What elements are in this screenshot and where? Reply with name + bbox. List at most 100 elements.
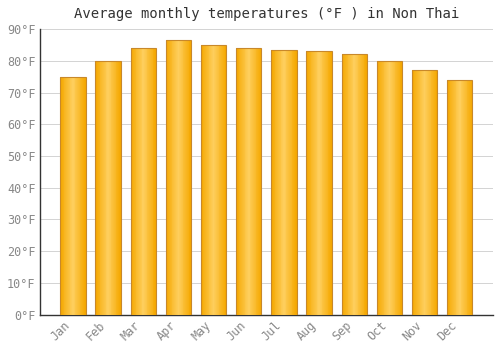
Bar: [166, 40, 168, 315]
Bar: [286, 50, 288, 315]
Bar: [319, 51, 320, 315]
Bar: [104, 61, 106, 315]
Bar: [133, 48, 134, 315]
Bar: [279, 50, 280, 315]
Bar: [179, 40, 180, 315]
Bar: [96, 61, 120, 315]
Bar: [60, 77, 86, 315]
Bar: [412, 70, 438, 315]
Bar: [142, 48, 143, 315]
Bar: [315, 51, 316, 315]
Bar: [414, 70, 416, 315]
Bar: [448, 80, 449, 315]
Bar: [181, 40, 182, 315]
Bar: [68, 77, 70, 315]
Bar: [331, 51, 332, 315]
Bar: [108, 61, 109, 315]
Bar: [115, 61, 116, 315]
Bar: [432, 70, 433, 315]
Bar: [103, 61, 104, 315]
Bar: [64, 77, 66, 315]
Bar: [289, 50, 290, 315]
Bar: [79, 77, 80, 315]
Bar: [426, 70, 427, 315]
Bar: [82, 77, 83, 315]
Bar: [169, 40, 170, 315]
Bar: [452, 80, 453, 315]
Bar: [349, 55, 350, 315]
Bar: [166, 40, 191, 315]
Bar: [80, 77, 82, 315]
Bar: [468, 80, 469, 315]
Bar: [154, 48, 155, 315]
Bar: [449, 80, 450, 315]
Bar: [393, 61, 394, 315]
Bar: [377, 61, 378, 315]
Bar: [246, 48, 247, 315]
Bar: [308, 51, 309, 315]
Bar: [378, 61, 380, 315]
Bar: [210, 45, 211, 315]
Bar: [348, 55, 349, 315]
Bar: [74, 77, 76, 315]
Bar: [172, 40, 174, 315]
Bar: [146, 48, 148, 315]
Bar: [418, 70, 420, 315]
Bar: [458, 80, 459, 315]
Bar: [70, 77, 71, 315]
Bar: [201, 45, 226, 315]
Bar: [462, 80, 463, 315]
Bar: [148, 48, 149, 315]
Bar: [260, 48, 262, 315]
Bar: [416, 70, 417, 315]
Bar: [99, 61, 100, 315]
Bar: [171, 40, 172, 315]
Bar: [459, 80, 460, 315]
Bar: [321, 51, 322, 315]
Bar: [424, 70, 426, 315]
Bar: [202, 45, 203, 315]
Bar: [428, 70, 429, 315]
Bar: [377, 61, 402, 315]
Bar: [283, 50, 284, 315]
Bar: [329, 51, 330, 315]
Bar: [280, 50, 281, 315]
Bar: [188, 40, 190, 315]
Bar: [211, 45, 212, 315]
Bar: [434, 70, 436, 315]
Bar: [236, 48, 237, 315]
Bar: [351, 55, 352, 315]
Bar: [284, 50, 285, 315]
Title: Average monthly temperatures (°F ) in Non Thai: Average monthly temperatures (°F ) in No…: [74, 7, 459, 21]
Bar: [244, 48, 246, 315]
Bar: [67, 77, 68, 315]
Bar: [421, 70, 422, 315]
Bar: [465, 80, 466, 315]
Bar: [295, 50, 296, 315]
Bar: [96, 61, 97, 315]
Bar: [385, 61, 386, 315]
Bar: [223, 45, 224, 315]
Bar: [288, 50, 289, 315]
Bar: [252, 48, 253, 315]
Bar: [391, 61, 392, 315]
Bar: [248, 48, 250, 315]
Bar: [241, 48, 242, 315]
Bar: [364, 55, 365, 315]
Bar: [292, 50, 293, 315]
Bar: [326, 51, 328, 315]
Bar: [106, 61, 107, 315]
Bar: [236, 48, 262, 315]
Bar: [447, 80, 448, 315]
Bar: [143, 48, 144, 315]
Bar: [71, 77, 72, 315]
Bar: [76, 77, 77, 315]
Bar: [366, 55, 367, 315]
Bar: [112, 61, 113, 315]
Bar: [168, 40, 169, 315]
Bar: [253, 48, 254, 315]
Bar: [184, 40, 185, 315]
Bar: [328, 51, 329, 315]
Bar: [360, 55, 361, 315]
Bar: [107, 61, 108, 315]
